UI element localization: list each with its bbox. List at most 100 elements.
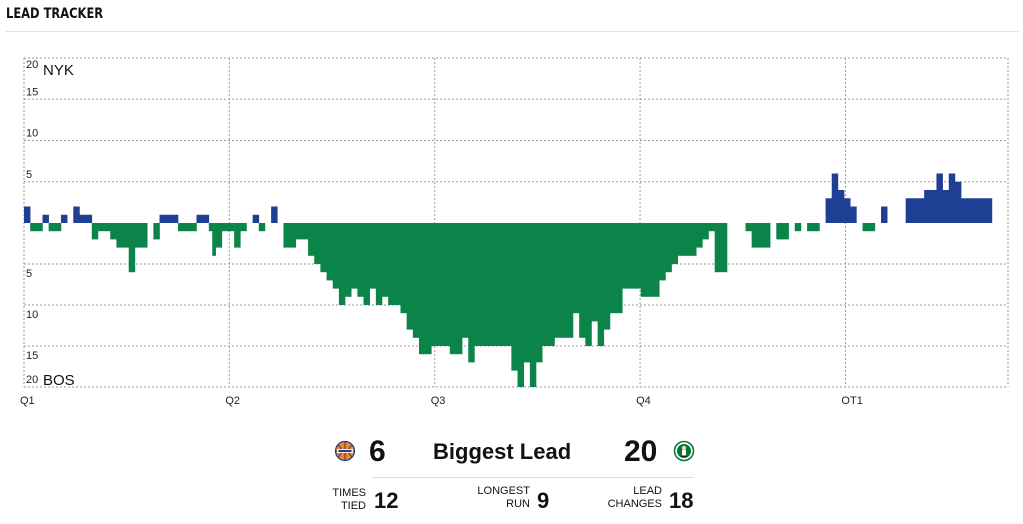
bos-lead-bar [326, 223, 334, 281]
bos-lead-bar [807, 223, 814, 232]
bos-lead-bar [536, 223, 543, 363]
bos-lead-bar [394, 223, 401, 305]
nyk-lead-bar [159, 214, 166, 223]
y-tick-label: 20 [26, 374, 38, 386]
nyk-lead-bar [979, 198, 987, 223]
nyk-lead-bar [171, 214, 179, 223]
bos-lead-bar [110, 223, 117, 240]
bos-lead-bar [542, 223, 549, 346]
bos-lead-bar [572, 223, 580, 314]
bos-lead-bar [338, 223, 346, 305]
bos-lead-bar [628, 223, 635, 289]
bos-lead-bar [301, 223, 309, 240]
lead-changes-label: LEAD CHANGES [590, 485, 662, 511]
x-tick-label: OT1 [841, 395, 862, 407]
bos-lead-bar [696, 223, 703, 248]
bos-lead-bar [548, 223, 555, 346]
bos-lead-bar [579, 223, 586, 338]
bos-lead-bar [511, 223, 518, 371]
nyk-lead-bar [60, 214, 68, 223]
bos-lead-bar [375, 223, 383, 305]
bos-lead-bar [443, 223, 451, 346]
bos-lead-bar [345, 223, 352, 297]
bos-lead-bar [560, 223, 568, 338]
nyk-lead-bar [24, 206, 31, 223]
bos-lead-bar [554, 223, 561, 338]
lead-changes-label-line1: LEAD [633, 485, 662, 497]
nyk-lead-bar [271, 206, 278, 223]
header-divider [6, 31, 1019, 32]
y-tick-label: 10 [26, 128, 38, 140]
y-tick-label: 10 [26, 309, 38, 321]
times-tied-label: TIMES TIED [300, 487, 366, 513]
chart-labels: 20 15 10 5 5 10 15 20 NYK BOS Q1 Q2 Q3 Q4 OT1 [20, 59, 863, 407]
bos-lead-bar [141, 223, 148, 248]
bos-lead-bar [418, 223, 426, 355]
bos-lead-bar [523, 223, 531, 363]
page-title: LEAD TRACKER [6, 6, 104, 22]
bos-lead-bar [757, 223, 765, 248]
bos-lead-bar [382, 223, 389, 297]
bos-lead-bar [363, 223, 370, 305]
bos-lead-bar [665, 223, 672, 273]
bos-lead-bar [91, 223, 99, 240]
bos-lead-bar [776, 223, 783, 240]
longest-run-label: LONGEST RUN [450, 485, 530, 511]
lead-changes-label-line2: CHANGES [607, 498, 662, 510]
bos-lead-bar [751, 223, 759, 248]
bos-lead-bar [566, 223, 574, 338]
bos-lead-bar [474, 223, 481, 346]
bos-lead-bar [591, 223, 598, 322]
bos-lead-bar [289, 223, 297, 248]
bos-lead-bar [240, 223, 247, 232]
bos-lead-bar [499, 223, 506, 346]
bos-lead-bar [30, 223, 37, 232]
bos-lead-bar [813, 223, 820, 232]
bos-lead-bar [178, 223, 185, 232]
bos-lead-bar [659, 223, 666, 281]
nyk-lead-bar [42, 214, 49, 223]
bos-lead-bar [221, 223, 229, 232]
bos-lead-bar [671, 223, 679, 264]
nyk-lead-bar [985, 198, 993, 223]
bos-lead-bar [400, 223, 407, 314]
bos-lead-bar [603, 223, 611, 330]
bos-lead-bar [320, 223, 327, 273]
nyk-lead-bar [967, 198, 974, 223]
y-tick-label: 5 [26, 169, 32, 181]
times-tied-label-line2: TIED [340, 500, 366, 512]
bos-lead-bar [357, 223, 364, 297]
bos-lead-bar [616, 223, 623, 314]
bos-lead-bar [763, 223, 771, 248]
nyk-axis-label: NYK [43, 62, 74, 79]
nyk-lead-bar [844, 198, 851, 223]
bos-lead-bar [308, 223, 315, 256]
nyk-lead-bar [825, 198, 833, 223]
stats-divider [372, 477, 694, 478]
y-tick-label: 15 [26, 350, 38, 362]
bos-lead-bar [388, 223, 395, 305]
y-tick-label: 5 [26, 268, 32, 280]
bos-lead-bar [714, 223, 722, 273]
x-tick-label: Q2 [225, 395, 240, 407]
nyk-lead-bar [831, 173, 839, 223]
nyk-lead-bar [924, 190, 931, 223]
y-tick-label: 15 [26, 86, 38, 98]
bos-lead-bar [431, 223, 438, 346]
nyk-lead-bar [196, 214, 203, 223]
biggest-lead-label: Biggest Lead [433, 439, 572, 464]
nyk-lead-bar [961, 198, 968, 223]
bos-lead-bar [208, 223, 213, 232]
bos-lead-bar [468, 223, 475, 363]
bos-lead-bar [332, 223, 340, 289]
nyk-lead-bar [202, 214, 210, 223]
bos-lead-bar [437, 223, 444, 346]
knicks-logo-icon [334, 440, 356, 462]
bos-lead-bar [708, 223, 715, 232]
bos-lead-bar [212, 223, 216, 256]
nyk-lead-bar [73, 206, 80, 223]
bos-lead-bar [868, 223, 876, 232]
bos-lead-bar [640, 223, 648, 297]
bos-lead-bar [609, 223, 617, 314]
bos-lead-bar [48, 223, 56, 232]
